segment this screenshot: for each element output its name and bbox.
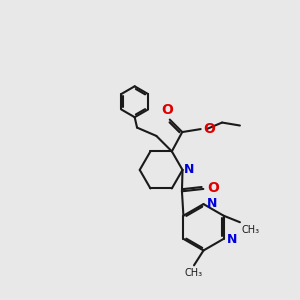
Text: N: N xyxy=(227,233,238,246)
Text: O: O xyxy=(161,103,173,117)
Text: O: O xyxy=(207,181,219,195)
Text: CH₃: CH₃ xyxy=(242,225,260,235)
Text: N: N xyxy=(207,197,217,210)
Text: N: N xyxy=(184,164,195,176)
Text: O: O xyxy=(204,122,215,136)
Text: CH₃: CH₃ xyxy=(185,268,203,278)
